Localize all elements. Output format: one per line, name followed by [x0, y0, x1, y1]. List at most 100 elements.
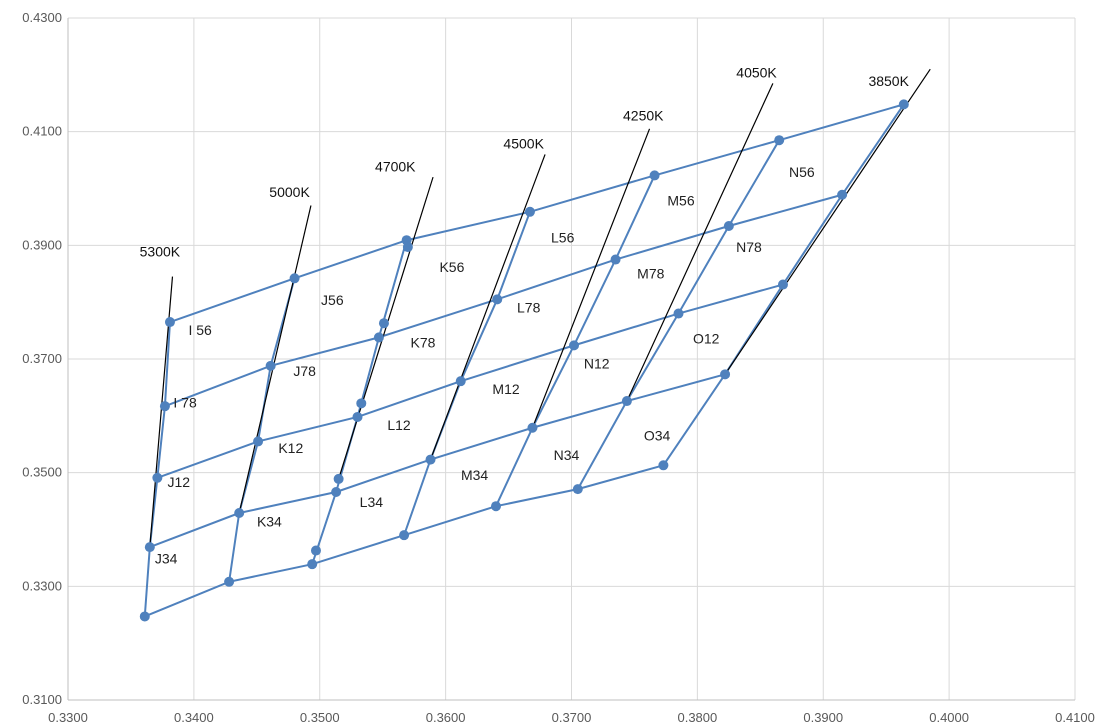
bin-grid-lines	[143, 103, 905, 618]
x-tick-label: 0.4100	[1055, 710, 1095, 725]
grid-point	[139, 611, 150, 622]
bin-label: N78	[736, 239, 762, 255]
bin-label: K12	[278, 440, 303, 456]
y-tick-label: 0.3500	[22, 465, 62, 480]
bin-label: J56	[321, 292, 344, 308]
x-tick-label: 0.3600	[426, 710, 466, 725]
bin-label: L34	[360, 494, 384, 510]
bin-label: M78	[637, 265, 664, 281]
cct-label: 5300K	[140, 244, 181, 260]
grid-point	[333, 473, 344, 484]
grid-point	[658, 460, 669, 471]
bin-label: K56	[439, 259, 464, 275]
y-tick-labels: 0.3100 0.3300 0.3500 0.3700 0.3900 0.4100 0.43…	[22, 10, 62, 707]
bin-label: M56	[667, 193, 694, 209]
bin-label: K78	[411, 335, 436, 351]
bin-label: J78	[293, 363, 316, 379]
bin-label: N34	[554, 447, 580, 463]
grid-point	[673, 308, 684, 319]
bin-label: L12	[387, 417, 411, 433]
grid-point	[425, 454, 436, 465]
bin-label: J12	[167, 474, 190, 490]
cct-label: 4700K	[375, 158, 416, 174]
axes	[67, 18, 1075, 701]
grid-point	[455, 376, 466, 387]
grid-points	[139, 99, 909, 622]
bin-label: J34	[155, 551, 178, 567]
bin-column-line	[403, 211, 531, 536]
grid-point	[352, 411, 363, 422]
grid-point	[310, 545, 321, 556]
cct-line	[531, 128, 651, 428]
x-tick-label: 0.3700	[552, 710, 592, 725]
grid-point	[572, 484, 583, 495]
bin-row-line	[149, 373, 726, 549]
bin-label: M34	[461, 467, 488, 483]
y-tick-label: 0.4300	[22, 10, 62, 25]
grid-point	[144, 542, 155, 553]
grid-point	[159, 401, 170, 412]
y-tick-label: 0.3300	[22, 578, 62, 593]
grid-point	[307, 559, 318, 570]
grid-point	[378, 318, 389, 329]
cct-line	[238, 205, 312, 514]
bin-label: I 78	[173, 394, 197, 410]
grid-point	[224, 576, 235, 587]
cct-label: 4500K	[503, 136, 544, 152]
cct-line	[338, 176, 434, 480]
bin-label: L78	[517, 299, 541, 315]
cct-line	[724, 68, 931, 375]
bin-label: O34	[644, 427, 671, 443]
grid-point	[289, 273, 300, 284]
x-tick-label: 0.3900	[803, 710, 843, 725]
bin-label: M12	[492, 381, 519, 397]
grid-point	[621, 396, 632, 407]
grid-point	[234, 508, 245, 519]
cct-label: 4050K	[736, 65, 777, 81]
grid-point	[399, 530, 410, 541]
bin-column-line	[228, 278, 296, 582]
bin-label: K34	[257, 514, 282, 530]
x-tick-label: 0.3500	[300, 710, 340, 725]
grid-point	[356, 398, 367, 409]
grid-point	[492, 294, 503, 305]
grid-point	[527, 422, 538, 433]
y-tick-label: 0.3900	[22, 237, 62, 252]
grid-point	[723, 221, 734, 232]
bin-label: N12	[584, 356, 610, 372]
grid-point	[253, 436, 264, 447]
grid-point	[649, 170, 660, 181]
cct-labels: 5300K 5000K 4700K 4500K 4250K 4050K 3850K	[140, 65, 910, 260]
grid-point	[774, 135, 785, 146]
bin-row-line	[144, 464, 664, 618]
grid-point	[720, 369, 731, 380]
grid-point	[265, 360, 276, 371]
cct-label: 5000K	[269, 184, 310, 200]
grid-point	[164, 317, 175, 328]
bin-row-line	[164, 193, 843, 408]
grid-point	[837, 189, 848, 200]
grid-point	[898, 99, 909, 110]
cct-line	[626, 83, 774, 402]
x-tick-label: 0.3400	[174, 710, 214, 725]
cct-label: 4250K	[623, 107, 664, 123]
grid-point	[610, 254, 621, 265]
grid-point	[490, 501, 501, 512]
x-tick-label: 0.4000	[929, 710, 969, 725]
y-tick-label: 0.3100	[22, 692, 62, 707]
cct-line	[429, 154, 546, 460]
bin-label: N56	[789, 164, 815, 180]
x-tick-label: 0.3300	[48, 710, 88, 725]
bin-label: O12	[693, 331, 720, 347]
grid-point	[402, 242, 413, 253]
grid-point	[524, 206, 535, 217]
bin-labels: I 56 J56 K56 L56 M56 N56 I 78 J78 K78 L78 M78 N78 J1…	[155, 164, 815, 566]
bin-label: L56	[551, 229, 575, 245]
grid-point	[569, 340, 580, 351]
bin-row-line	[157, 283, 784, 479]
grid-point	[373, 332, 384, 343]
y-tick-label: 0.4100	[22, 124, 62, 139]
grid-point	[152, 472, 163, 483]
grid-point	[331, 486, 342, 497]
